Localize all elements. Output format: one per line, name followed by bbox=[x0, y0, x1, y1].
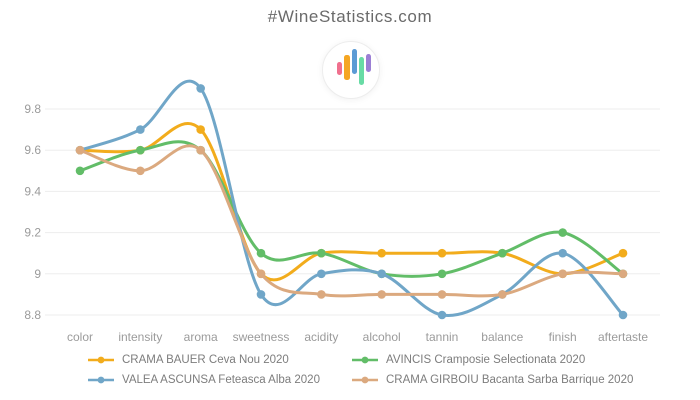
data-point-s2-alcohol[interactable] bbox=[377, 269, 386, 279]
data-point-s3-aftertaste[interactable] bbox=[618, 269, 628, 279]
legend-item-3[interactable]: CRAMA GIRBOIU Bacanta Sarba Barrique 202… bbox=[352, 374, 633, 386]
data-point-s3-balance[interactable] bbox=[498, 290, 507, 299]
chart-legend: CRAMA BAUER Ceva Nou 2020 AVINCIS Crampos… bbox=[88, 354, 633, 386]
data-point-s2-tannin[interactable] bbox=[437, 310, 447, 320]
data-point-s3-intensity[interactable] bbox=[136, 166, 145, 176]
legend-label: CRAMA GIRBOIU Bacanta Sarba Barrique 202… bbox=[386, 374, 634, 386]
data-point-s0-tannin[interactable] bbox=[437, 248, 447, 258]
wine-ratings-line-chart: 9.8 9.6 9.4 9.2 9 8.8 color intensity aroma sweet… bbox=[24, 79, 660, 344]
data-point-s3-color[interactable] bbox=[75, 145, 85, 155]
data-point-s2-acidity[interactable] bbox=[317, 269, 326, 279]
y-tick-label: 9.2 bbox=[24, 226, 41, 240]
logo-bar-4 bbox=[366, 54, 371, 72]
legend-item-1[interactable]: AVINCIS Cramposie Selectionata 2020 bbox=[352, 354, 633, 366]
y-tick-label: 9.6 bbox=[24, 143, 41, 157]
site-logo bbox=[322, 41, 380, 99]
data-point-s2-intensity[interactable] bbox=[136, 125, 145, 134]
series-line-1 bbox=[78, 140, 625, 278]
legend-item-2[interactable]: VALEA ASCUNSA Feteasca Alba 2020 bbox=[88, 374, 352, 386]
y-tick-label: 9 bbox=[34, 267, 41, 281]
data-point-s1-tannin[interactable] bbox=[437, 269, 447, 279]
data-point-s0-aftertaste[interactable] bbox=[618, 248, 628, 258]
logo-bar-2 bbox=[352, 49, 357, 74]
x-tick-label-balance: balance bbox=[481, 330, 523, 344]
data-point-s3-tannin[interactable] bbox=[437, 290, 447, 299]
data-point-s2-finish[interactable] bbox=[558, 248, 567, 258]
data-point-s3-alcohol[interactable] bbox=[377, 290, 386, 299]
data-point-s3-finish[interactable] bbox=[558, 269, 567, 279]
data-point-s2-sweetness[interactable] bbox=[256, 290, 266, 299]
data-point-s3-aroma[interactable] bbox=[196, 145, 205, 155]
data-point-s1-finish[interactable] bbox=[558, 228, 567, 237]
x-tick-label-sweetness: sweetness bbox=[233, 330, 290, 344]
data-point-s1-color[interactable] bbox=[75, 166, 85, 176]
data-point-s2-aroma[interactable] bbox=[196, 84, 205, 93]
legend-marker-icon bbox=[88, 376, 114, 384]
legend-marker-icon bbox=[352, 356, 378, 364]
data-point-s3-acidity[interactable] bbox=[317, 290, 326, 299]
legend-label: AVINCIS Cramposie Selectionata 2020 bbox=[386, 354, 586, 366]
y-tick-label: 8.8 bbox=[24, 308, 41, 322]
x-tick-label-intensity: intensity bbox=[118, 330, 162, 344]
logo-bar-0 bbox=[337, 62, 342, 75]
logo-bar-3 bbox=[359, 57, 364, 85]
legend-item-0[interactable]: CRAMA BAUER Ceva Nou 2020 bbox=[88, 354, 352, 366]
legend-label: VALEA ASCUNSA Feteasca Alba 2020 bbox=[122, 374, 320, 386]
y-tick-label: 9.8 bbox=[24, 102, 41, 116]
data-point-s1-acidity[interactable] bbox=[317, 248, 326, 258]
data-point-s2-aftertaste[interactable] bbox=[618, 310, 628, 320]
data-point-s0-alcohol[interactable] bbox=[377, 248, 386, 258]
x-tick-label-color: color bbox=[67, 330, 93, 344]
data-point-s1-balance[interactable] bbox=[498, 248, 507, 258]
data-point-s1-intensity[interactable] bbox=[136, 145, 145, 155]
x-tick-label-finish: finish bbox=[549, 330, 577, 344]
data-point-s3-sweetness[interactable] bbox=[256, 269, 266, 279]
bar-chart-logo-icon bbox=[337, 49, 371, 85]
x-tick-label-acidity: acidity bbox=[304, 330, 338, 344]
legend-label: CRAMA BAUER Ceva Nou 2020 bbox=[122, 354, 289, 366]
x-tick-label-tannin: tannin bbox=[426, 330, 459, 344]
series-line-0 bbox=[78, 122, 625, 282]
page-title: #WineStatistics.com bbox=[267, 7, 433, 26]
data-point-s0-aroma[interactable] bbox=[196, 125, 205, 134]
data-point-s1-sweetness[interactable] bbox=[256, 248, 266, 258]
x-tick-label-aroma: aroma bbox=[184, 330, 218, 344]
y-tick-label: 9.4 bbox=[24, 184, 41, 198]
x-tick-label-alcohol: alcohol bbox=[363, 330, 401, 344]
logo-bar-1 bbox=[344, 55, 350, 80]
legend-marker-icon bbox=[88, 356, 114, 364]
legend-marker-icon bbox=[352, 376, 378, 384]
x-tick-label-aftertaste: aftertaste bbox=[598, 330, 648, 344]
